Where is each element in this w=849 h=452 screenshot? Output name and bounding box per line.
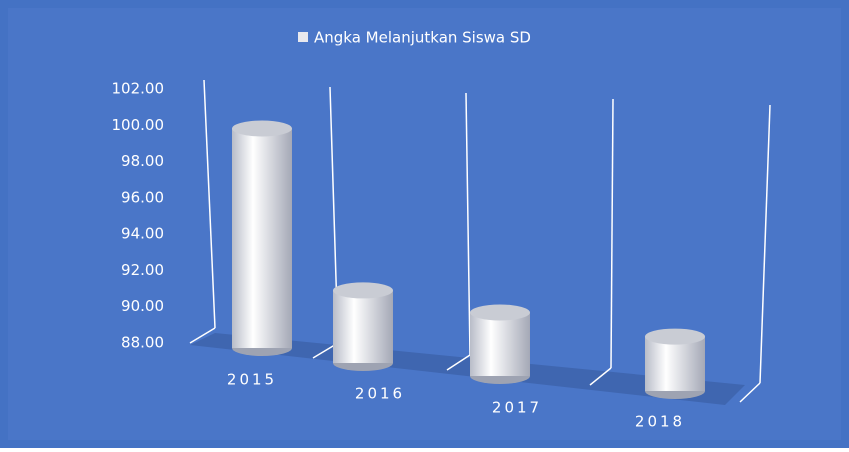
y-tick-label: 94.00: [121, 225, 164, 243]
legend-swatch: [298, 32, 308, 42]
bar: [470, 312, 530, 376]
y-tick-label: 92.00: [121, 261, 164, 279]
y-tick-label: 90.00: [121, 297, 164, 315]
cylinder-top: [645, 328, 705, 345]
x-tick-label: 2017: [492, 399, 542, 417]
bar: [333, 290, 393, 363]
cylinder-top: [232, 120, 292, 137]
y-tick-label: 96.00: [121, 188, 164, 206]
x-tick-label: 2016: [355, 385, 405, 403]
x-tick-label: 2018: [635, 413, 685, 431]
y-tick-label: 100.00: [112, 116, 165, 134]
y-tick-label: 88.00: [121, 334, 164, 352]
cylinder-top: [333, 282, 393, 299]
legend-label: Angka Melanjutkan Siswa SD: [314, 29, 531, 47]
y-tick-label: 98.00: [121, 152, 164, 170]
bar: [232, 128, 292, 348]
floor: [190, 333, 745, 405]
y-tick-label: 102.00: [112, 80, 165, 98]
x-tick-label: 2015: [227, 371, 277, 389]
cylinder-top: [470, 304, 530, 321]
bar: [645, 336, 705, 391]
